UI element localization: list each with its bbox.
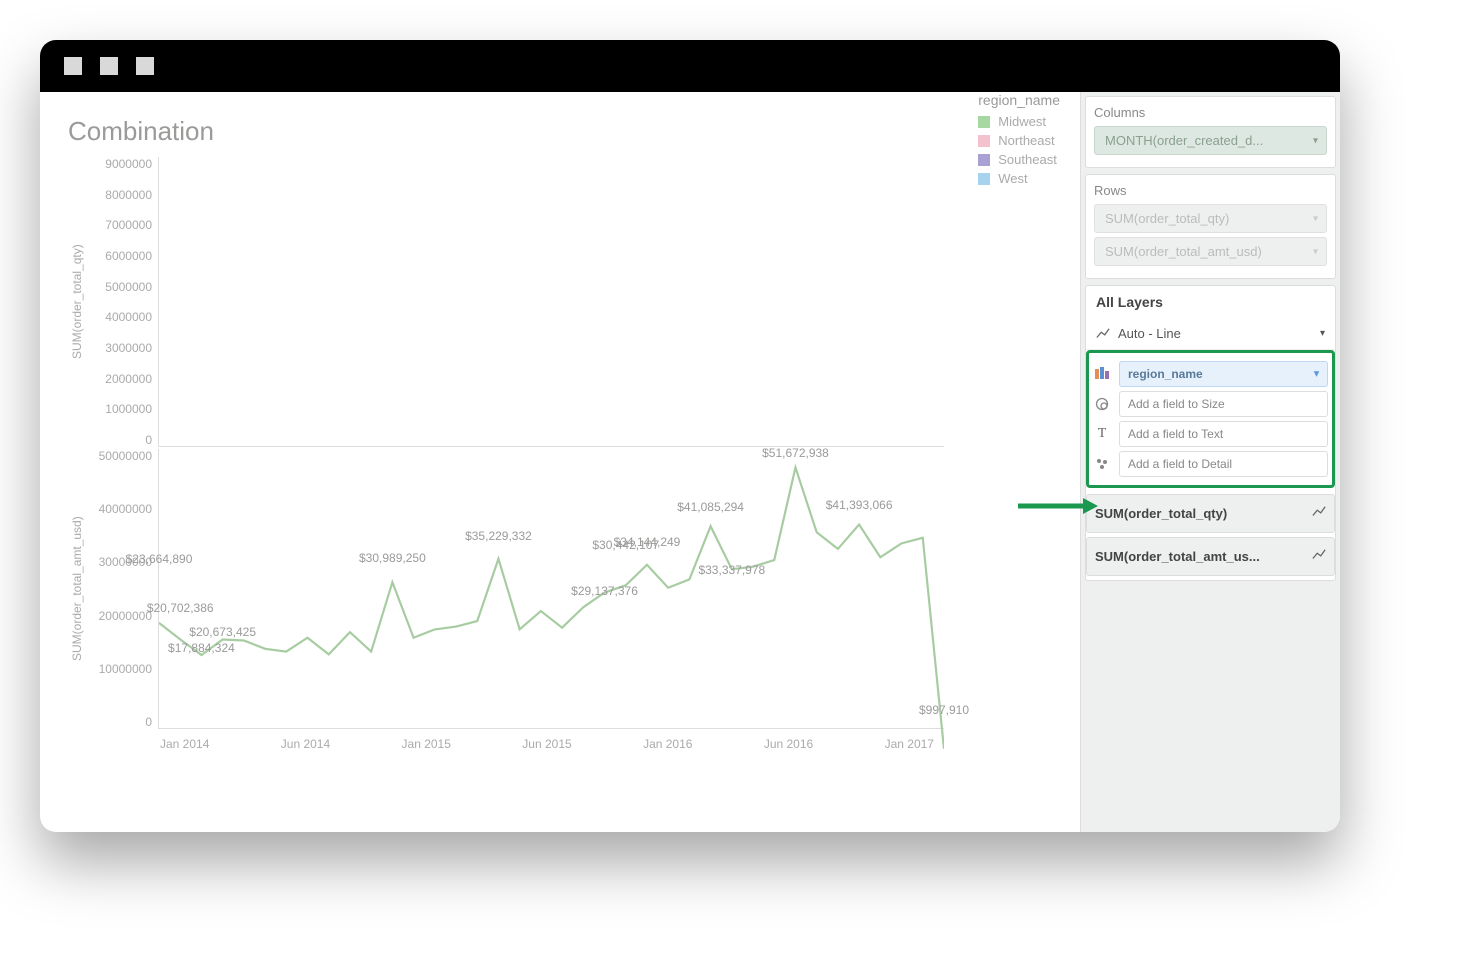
text-field-input[interactable]: Add a field to Text (1119, 421, 1328, 447)
data-label: $33,337,978 (698, 563, 765, 577)
data-label: $20,702,386 (147, 601, 214, 615)
detail-field-input[interactable]: Add a field to Detail (1119, 451, 1328, 477)
legend-item[interactable]: Northeast (978, 133, 1060, 148)
data-label: $41,393,066 (826, 498, 893, 512)
layer-measure-row[interactable]: SUM(order_total_amt_us... (1086, 537, 1335, 576)
mark-type-selector[interactable]: Auto - Line ▾ (1086, 318, 1335, 350)
data-label: $34,144,249 (614, 535, 681, 549)
data-label: $29,137,376 (571, 584, 638, 598)
color-icon (1093, 367, 1111, 381)
legend: region_name Midwest Northeast Southeast Wes… (978, 92, 1060, 190)
legend-item[interactable]: West (978, 171, 1060, 186)
window-control[interactable] (64, 57, 82, 75)
line-mark-icon (1312, 548, 1326, 565)
rows-pill[interactable]: SUM(order_total_amt_usd) (1094, 237, 1327, 266)
detail-icon (1093, 457, 1111, 471)
columns-shelf-title: Columns (1094, 105, 1327, 120)
stacked-bars (159, 157, 944, 446)
config-sidebar: Columns MONTH(order_created_d... Rows SU… (1080, 92, 1340, 832)
columns-pill[interactable]: MONTH(order_created_d... (1094, 126, 1327, 155)
size-field-input[interactable]: Add a field to Size (1119, 391, 1328, 417)
window-control[interactable] (136, 57, 154, 75)
titlebar (40, 40, 1340, 92)
app-window: Combination SUM(order_total_qty) 9000000… (40, 40, 1340, 832)
all-layers-heading: All Layers (1086, 286, 1335, 318)
line-mark-icon (1312, 505, 1326, 522)
size-icon (1093, 397, 1111, 411)
legend-title: region_name (978, 92, 1060, 108)
data-label: $35,229,332 (465, 529, 532, 543)
data-label: $41,085,294 (677, 500, 744, 514)
rows-pill[interactable]: SUM(order_total_qty) (1094, 204, 1327, 233)
legend-item[interactable]: Midwest (978, 114, 1060, 129)
data-label: $23,664,890 (126, 552, 193, 566)
chart-canvas: Combination SUM(order_total_qty) 9000000… (40, 92, 1080, 832)
chart-title: Combination (68, 116, 1064, 147)
window-control[interactable] (100, 57, 118, 75)
data-label: $997,910 (919, 703, 969, 717)
rows-shelf-title: Rows (1094, 183, 1327, 198)
data-label: $17,884,324 (168, 641, 235, 655)
layer-measure-row[interactable]: SUM(order_total_qty) (1086, 494, 1335, 533)
legend-item[interactable]: Southeast (978, 152, 1060, 167)
line-y-axis-label: SUM(order_total_amt_usd) (68, 449, 86, 729)
encoding-shelf-highlighted: region_name Add a field to Size T Add a … (1086, 350, 1335, 488)
color-field-pill[interactable]: region_name (1119, 361, 1328, 387)
text-icon: T (1093, 426, 1111, 442)
line-y-axis: 5000000040000000300000002000000010000000… (86, 449, 158, 729)
data-label: $20,673,425 (189, 625, 256, 639)
bar-y-axis-label: SUM(order_total_qty) (68, 157, 86, 447)
data-label: $30,989,250 (359, 551, 426, 565)
line-mark-icon (1096, 327, 1110, 341)
data-label: $51,672,938 (762, 446, 829, 460)
bar-y-axis: 9000000800000070000006000000500000040000… (86, 157, 158, 447)
